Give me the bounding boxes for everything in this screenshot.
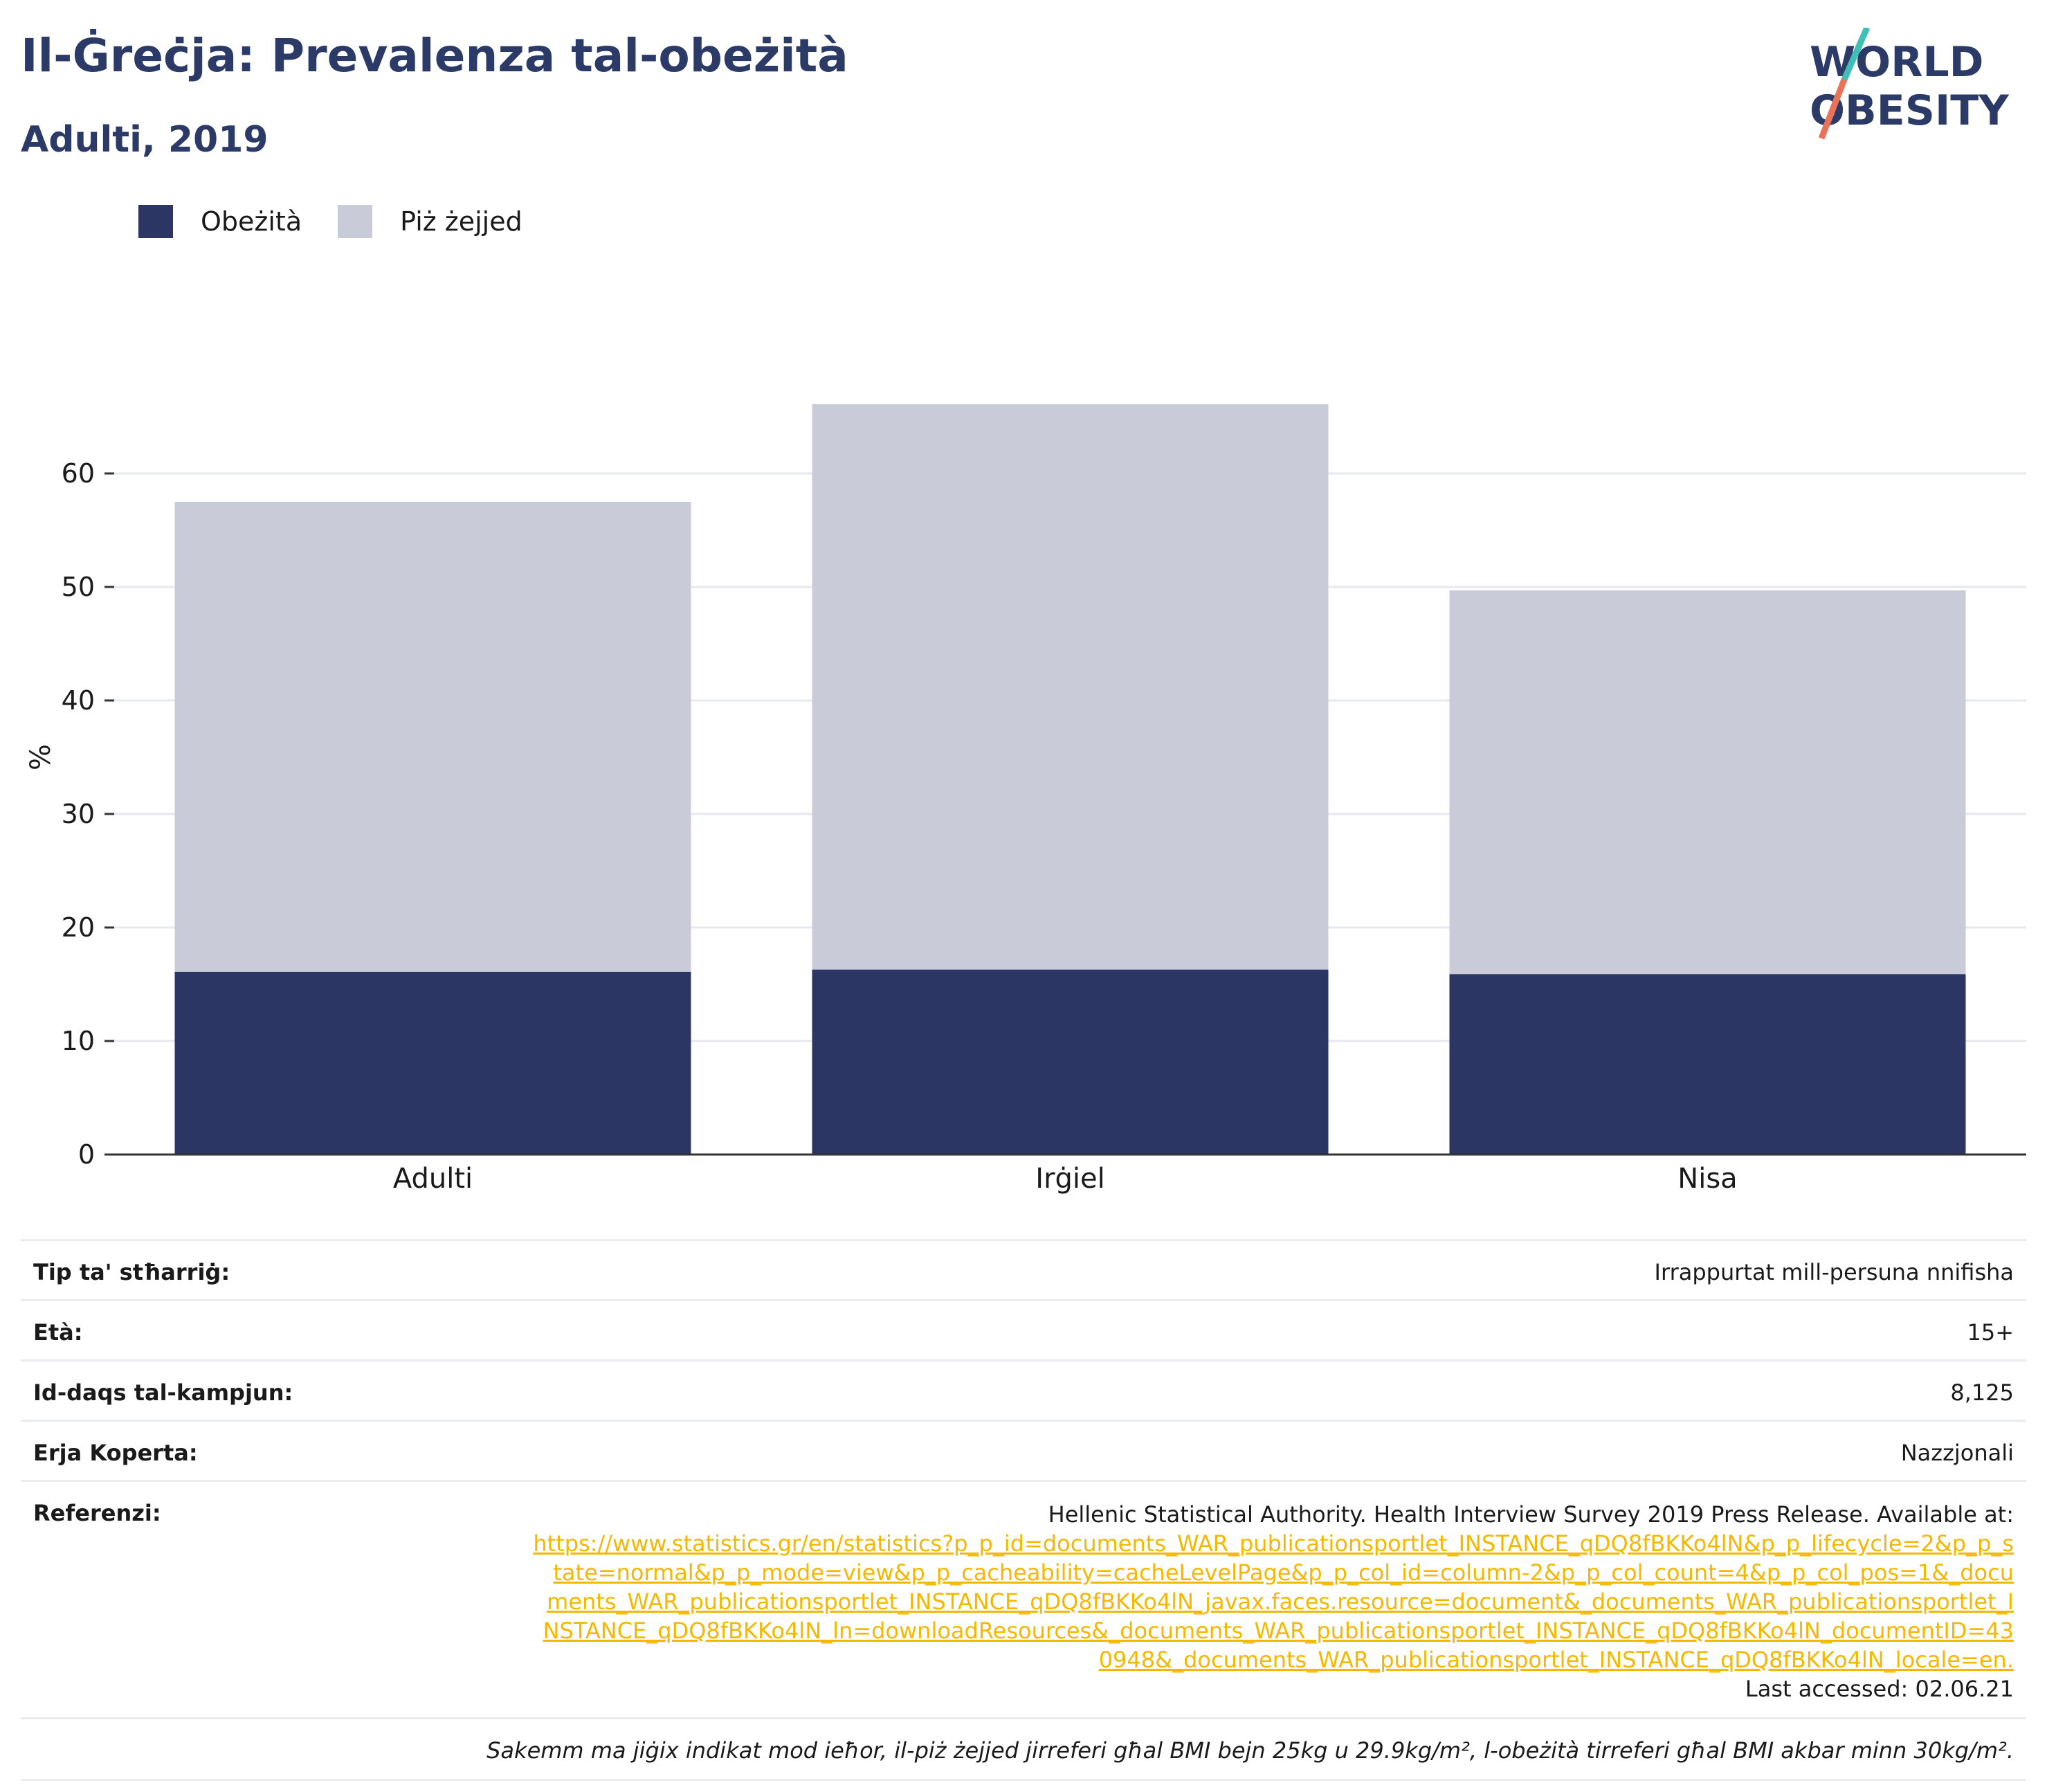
info-row-sample-size: Id-daqs tal-kampjun: 8,125 xyxy=(21,1359,2026,1420)
y-axis-label: % xyxy=(25,744,57,770)
x-tick-label: Nisa xyxy=(1677,1163,1737,1195)
reference-text: Hellenic Statistical Authority. Health I… xyxy=(1048,1501,2014,1528)
x-tick-label: Irġiel xyxy=(1035,1163,1104,1195)
info-value: Nazzjonali xyxy=(1900,1440,2014,1466)
logo-text-world: WORLD xyxy=(1810,38,1983,87)
y-tick-label: 20 xyxy=(62,912,95,943)
bar-overweight xyxy=(1449,590,1966,975)
info-table: Tip ta' stħarriġ: Irrappurtat mill-persu… xyxy=(21,1239,2026,1781)
footnote: Sakemm ma jiġix indikat mod ieħor, il-pi… xyxy=(21,1717,2026,1781)
logo-slash-teal xyxy=(1841,28,1871,81)
bar-obesity xyxy=(174,971,691,1155)
legend-item-obesity: Obeżità xyxy=(138,205,302,238)
logo-slash-coral xyxy=(1818,78,1848,140)
chart-title: Il-Ġreċja: Prevalenza tal-obeżità xyxy=(21,29,848,82)
legend-item-overweight: Piż żejjed xyxy=(338,205,522,238)
y-tick-label: 10 xyxy=(62,1026,95,1056)
legend-swatch-overweight xyxy=(338,205,373,238)
logo-text-obesity: OBESITY xyxy=(1810,87,2010,135)
info-key: Età: xyxy=(33,1319,83,1346)
reference-accessed: Last accessed: 02.06.21 xyxy=(1745,1676,2014,1702)
y-tick-label: 60 xyxy=(62,458,95,489)
chart-subtitle: Adulti, 2019 xyxy=(21,119,269,161)
bar-overweight xyxy=(812,404,1329,970)
stacked-bar-chart: 0 10 20 30 40 50 60% Adulti Irġiel Nisa xyxy=(25,404,2026,1195)
y-tick-label: 0 xyxy=(78,1139,95,1170)
info-row-age: Età: 15+ xyxy=(21,1299,2026,1359)
reference-link[interactable]: https://www.statistics.gr/en/statistics?… xyxy=(533,1530,2014,1673)
y-tick-label: 50 xyxy=(62,572,95,602)
legend-swatch-obesity xyxy=(138,205,173,238)
legend-label-overweight: Piż żejjed xyxy=(400,206,522,237)
reference-block: Hellenic Statistical Authority. Health I… xyxy=(533,1500,2014,1703)
world-obesity-logo: WORLD OBESITY xyxy=(1810,28,2010,140)
info-key: Referenzi: xyxy=(33,1500,161,1526)
x-tick-label: Adulti xyxy=(393,1163,473,1195)
bar-obesity xyxy=(1449,974,1966,1155)
y-tick-label: 30 xyxy=(62,799,95,829)
info-key: Tip ta' stħarriġ: xyxy=(33,1259,230,1285)
info-value: 15+ xyxy=(1967,1319,2014,1346)
info-value: 8,125 xyxy=(1950,1379,2014,1406)
info-row-references: Referenzi: Hellenic Statistical Authorit… xyxy=(21,1480,2026,1717)
bar-obesity xyxy=(812,969,1329,1155)
info-row-area-covered: Erja Koperta: Nazzjonali xyxy=(21,1420,2026,1480)
y-tick-label: 40 xyxy=(62,685,95,716)
bar-overweight xyxy=(174,502,691,972)
legend-label-obesity: Obeżità xyxy=(201,206,302,237)
info-row-survey-type: Tip ta' stħarriġ: Irrappurtat mill-persu… xyxy=(21,1239,2026,1299)
info-key: Erja Koperta: xyxy=(33,1440,198,1466)
info-value: Irrappurtat mill-persuna nnifisha xyxy=(1654,1259,2014,1285)
legend: Obeżità Piż żejjed xyxy=(138,205,558,238)
info-key: Id-daqs tal-kampjun: xyxy=(33,1379,293,1406)
